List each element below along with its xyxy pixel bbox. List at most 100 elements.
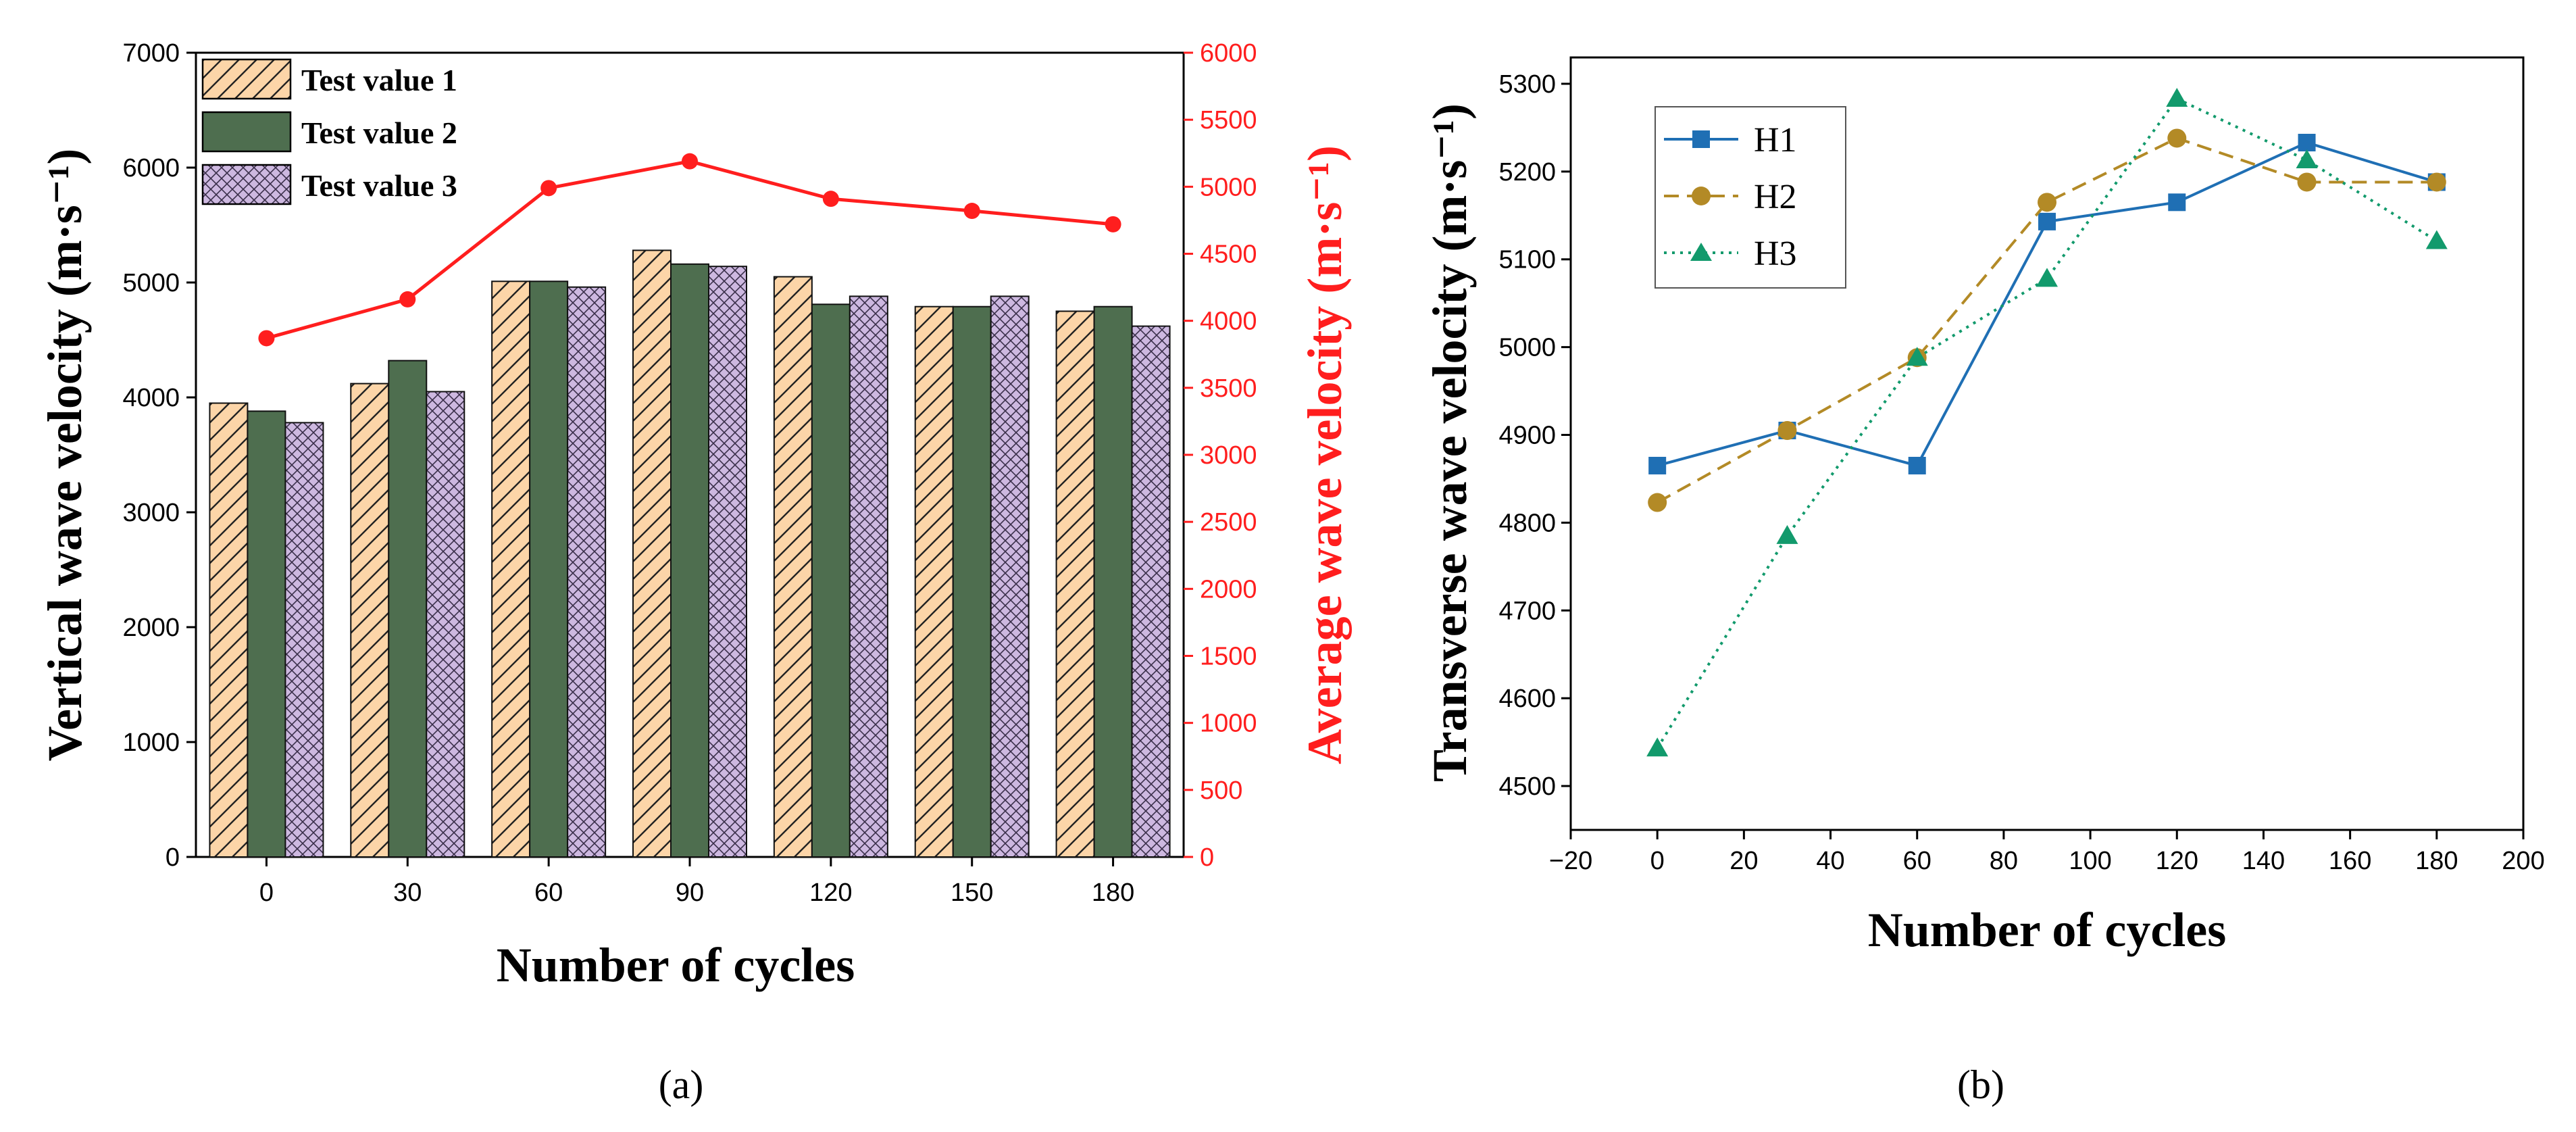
legend-label-h3: H3 [1754, 235, 1797, 273]
y-tick-label-a: 0 [166, 843, 180, 872]
x-tick-label-b: 160 [2329, 847, 2371, 875]
y-axis-title-a: Vertical wave velocity (m·s⁻¹) [38, 149, 92, 762]
x-tick-label-b: 100 [2069, 847, 2111, 875]
point-h1 [1648, 456, 1667, 474]
legend-label-h2: H2 [1754, 178, 1797, 216]
x-tick-label-a: 0 [259, 879, 274, 907]
bar-test-value-3 [567, 286, 607, 858]
average-point [963, 203, 980, 220]
y2-axis-title-a: Average wave velocity (m·s⁻¹) [1298, 145, 1352, 764]
point-h3 [2166, 88, 2188, 107]
point-h3 [1646, 737, 1669, 757]
legend-swatch-test-value-2 [201, 111, 292, 153]
y-tick-label-a: 6000 [122, 154, 180, 182]
point-h3 [1906, 347, 1928, 366]
bar-test-value-1 [350, 383, 390, 858]
y2-tick-label-a: 4500 [1200, 241, 1257, 269]
y-tick-label-b: 4600 [1498, 685, 1556, 713]
chart-a: 0 1000 2000 3000 4000 5000 6000 7000 0 500 1000 15… [38, 39, 1352, 1107]
average-point [682, 153, 698, 170]
legend-marker-h2 [1692, 187, 1711, 205]
y2-tick-label-a: 2000 [1200, 575, 1257, 604]
bar-test-value-2 [952, 305, 992, 858]
average-point [258, 330, 275, 347]
bar-test-value-3 [1131, 325, 1171, 858]
x-tick-label-b: 20 [1729, 847, 1758, 875]
legend-swatch-test-value-3 [201, 164, 292, 205]
x-axis-title-b: Number of cycles [1868, 903, 2227, 957]
y-tick-label-b: 5300 [1498, 70, 1556, 99]
y2-tick-label-a: 1000 [1200, 710, 1257, 738]
y2-tick-label-a: 5000 [1200, 173, 1257, 201]
x-tick-label-b: 40 [1816, 847, 1844, 875]
panel-label-a: (a) [659, 1062, 704, 1107]
point-h2 [2038, 193, 2056, 212]
legend-b: H1 H2 H3 [1655, 106, 1846, 289]
y2-tick-label-a: 1500 [1200, 643, 1257, 671]
bar-test-value-3 [708, 266, 747, 858]
y2-tick-label-a: 2500 [1200, 508, 1257, 537]
bar-test-value-1 [773, 276, 813, 858]
legend-box-b [1655, 106, 1846, 289]
point-h3 [2036, 268, 2058, 287]
bar-test-value-1 [632, 249, 672, 858]
point-h3 [2425, 230, 2448, 249]
point-h2 [1777, 421, 1797, 441]
bar-test-value-1 [914, 305, 954, 858]
legend-label-test-value-1: Test value 1 [301, 63, 457, 97]
average-point [822, 191, 839, 207]
y-tick-label-a: 4000 [122, 384, 180, 412]
bar-test-value-3 [284, 422, 324, 858]
point-h1 [2168, 193, 2186, 212]
x-tick-label-b: 80 [1990, 847, 2018, 875]
y-tick-label-b: 4800 [1498, 509, 1556, 537]
bar-test-value-3 [849, 295, 888, 858]
y2-tick-label-a: 3000 [1200, 441, 1257, 470]
x-axis-title-a: Number of cycles [497, 938, 855, 992]
x-tick-label-a: 150 [951, 879, 993, 907]
bar-test-value-3 [990, 295, 1030, 858]
point-h1 [1908, 456, 1926, 474]
x-tick-label-a: 60 [534, 879, 563, 907]
panel-label-b: (b) [1957, 1062, 2004, 1107]
x-tick-label-b: −20 [1549, 847, 1592, 875]
legend-marker-h3 [1690, 243, 1712, 261]
x-tick-label-b: 120 [2156, 847, 2198, 875]
x-tick-label-b: 60 [1903, 847, 1931, 875]
x-tick-label-b: 0 [1650, 847, 1665, 875]
bar-test-value-2 [388, 360, 428, 858]
y-tick-label-a: 7000 [122, 39, 180, 68]
legend-a: Test value 1 Test value 2 Test value 3 [201, 58, 457, 205]
point-h1 [2298, 133, 2316, 151]
y2-tick-label-a: 5500 [1200, 106, 1257, 134]
y2-tick-label-a: 500 [1200, 777, 1242, 805]
x-tick-label-a: 30 [393, 879, 422, 907]
point-h2 [2427, 172, 2446, 192]
y-tick-label-a: 2000 [122, 614, 180, 642]
x-tick-label-a: 120 [809, 879, 852, 907]
y-tick-label-b: 4900 [1498, 422, 1556, 450]
y-tick-label-b: 5000 [1498, 334, 1556, 362]
y2-tick-label-a: 3500 [1200, 374, 1257, 403]
legend-label-test-value-3: Test value 3 [301, 168, 457, 203]
y2-tick-label-a: 4000 [1200, 307, 1257, 336]
point-h3 [1776, 524, 1798, 544]
bar-test-value-2 [529, 280, 569, 858]
bar-test-value-1 [209, 402, 249, 858]
point-h2 [2297, 172, 2317, 192]
bar-test-value-2 [670, 263, 709, 858]
legend-marker-h1 [1692, 130, 1710, 148]
average-point [399, 291, 416, 307]
x-tick-label-b: 180 [2415, 847, 2458, 875]
point-h3 [2296, 149, 2318, 168]
y-tick-label-a: 5000 [122, 269, 180, 297]
y2-tick-label-a: 0 [1200, 843, 1214, 872]
x-tick-label-b: 140 [2242, 847, 2285, 875]
y-tick-label-b: 4500 [1498, 772, 1556, 801]
x-tick-label-b: 200 [2502, 847, 2544, 875]
legend-label-test-value-2: Test value 2 [301, 116, 457, 150]
x-tick-label-a: 90 [676, 879, 704, 907]
average-point [540, 180, 557, 197]
point-h2 [2167, 128, 2187, 148]
